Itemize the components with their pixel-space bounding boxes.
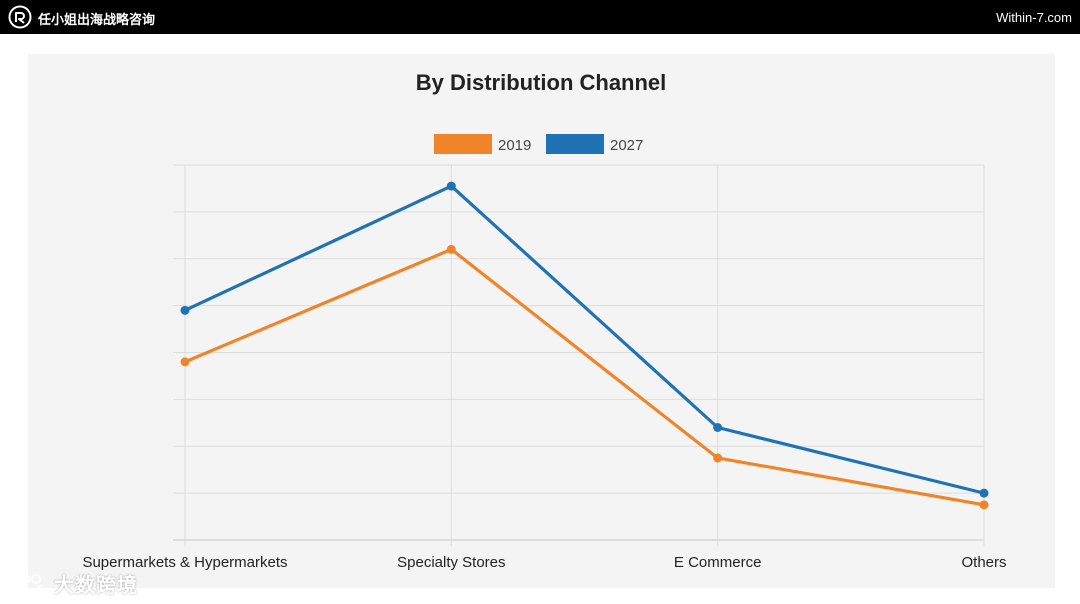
data-point-2019-3[interactable]	[979, 500, 989, 510]
legend-swatch-2027[interactable]	[546, 134, 604, 154]
line-chart: Supermarkets & Hypermarkets Specialty Sto…	[82, 70, 1006, 571]
data-point-2027-2[interactable]	[713, 423, 723, 432]
data-point-2019-1[interactable]	[446, 244, 456, 254]
x-tick-label: E Commerce	[674, 554, 762, 571]
watermark-logo-icon	[10, 574, 43, 593]
watermark-text: 大数跨境	[54, 574, 138, 597]
series-line-2027	[183, 184, 986, 495]
x-tick-label: Supermarkets & Hypermarkets	[82, 554, 287, 571]
x-tick-label: Others	[961, 554, 1006, 571]
x-tick-label: Specialty Stores	[397, 554, 505, 571]
legend-swatch-2019[interactable]	[434, 134, 492, 154]
data-point-2019-0[interactable]	[180, 357, 190, 367]
chart-panel: Supermarkets & Hypermarkets Specialty Sto…	[28, 54, 1055, 588]
brand-logo-icon	[8, 5, 32, 29]
legend-label-2019[interactable]: 2019	[498, 137, 531, 154]
legend-label-2027[interactable]: 2027	[610, 137, 643, 154]
chart-title: By Distribution Channel	[416, 70, 667, 95]
top-bar: 任小姐出海战略咨询 Within-7.com	[0, 0, 1080, 34]
watermark: 大数跨境	[8, 568, 138, 598]
data-point-2027-1[interactable]	[446, 181, 456, 191]
brand-name: 任小姐出海战略咨询	[38, 12, 156, 27]
data-point-2027-3[interactable]	[979, 488, 989, 498]
site-url[interactable]: Within-7.com	[996, 10, 1072, 25]
series-line-2019	[183, 247, 986, 507]
data-point-2027-0[interactable]	[180, 305, 190, 315]
data-point-2019-2[interactable]	[713, 453, 723, 463]
